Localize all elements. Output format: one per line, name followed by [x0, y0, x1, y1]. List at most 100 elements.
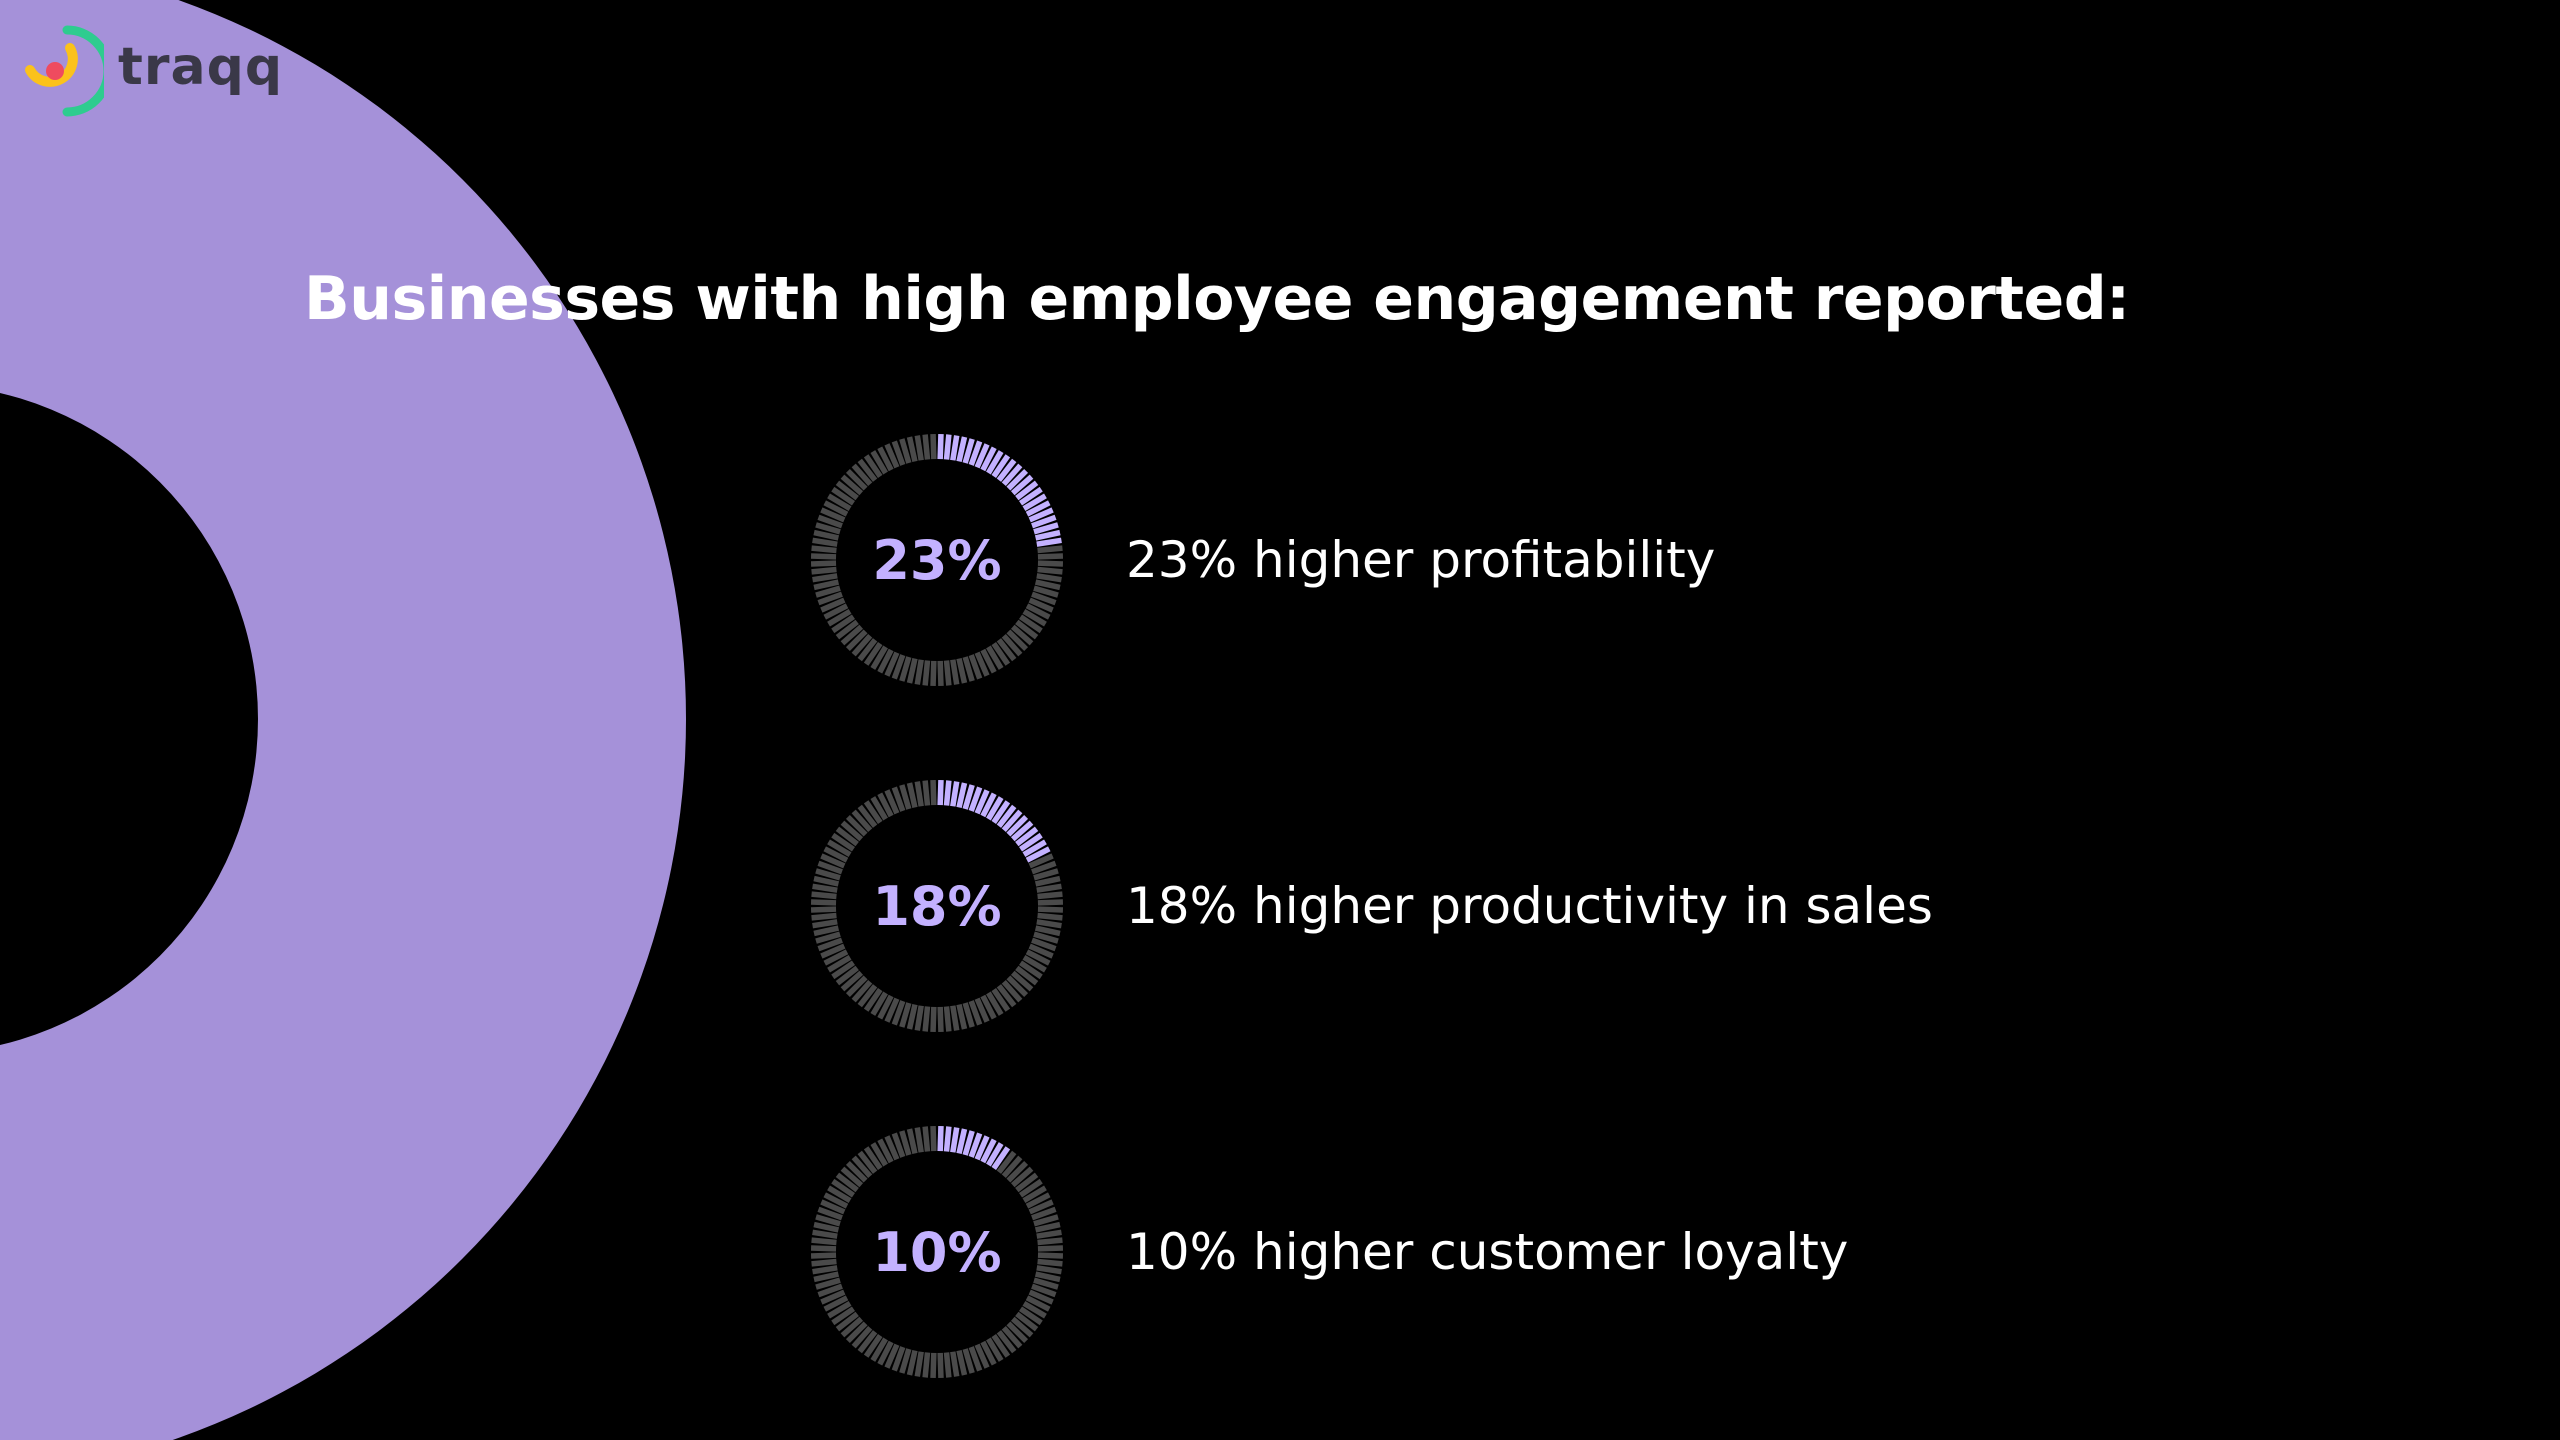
gauge-tick-empty — [811, 566, 837, 575]
gauge-tick-empty — [1031, 937, 1057, 952]
gauge-tick-empty — [820, 597, 846, 613]
gauge-tick-empty — [1034, 1221, 1061, 1233]
gauge-tick-empty — [1037, 545, 1063, 554]
gauge-tick-empty — [914, 1127, 924, 1153]
gauge-tick-empty — [986, 645, 1004, 670]
gauge-tick-empty — [1006, 629, 1029, 652]
gauge-tick-empty — [845, 629, 868, 652]
gauge-tick-empty — [996, 638, 1017, 662]
gauge-tick-filled — [962, 784, 975, 810]
gauge-tick-filled — [937, 433, 944, 460]
gauge-tick-filled — [1010, 820, 1034, 842]
gauge-tick-empty — [813, 875, 840, 887]
gauge-tick-empty — [980, 648, 997, 674]
stat-percent: 23% — [872, 528, 1002, 592]
gauge-tick-empty — [827, 955, 852, 973]
gauge-tick-filled — [962, 438, 975, 464]
gauge-tick-empty — [1010, 1316, 1034, 1338]
gauge-tick-empty — [831, 960, 856, 980]
gauge-tick-empty — [884, 1343, 900, 1369]
gauge-tick-empty — [877, 1138, 894, 1164]
gauge-tick-empty — [1006, 1321, 1029, 1344]
gauge-tick-empty — [831, 614, 856, 634]
gauge-tick-empty — [851, 979, 873, 1003]
gauge-tick-empty — [891, 1346, 906, 1372]
stat-description: 18% higher productivity in sales — [1126, 877, 1933, 935]
gauge-tick-empty — [1025, 603, 1051, 620]
gauge-tick-filled — [937, 1125, 944, 1152]
gauge-tick-empty — [906, 1128, 918, 1155]
gauge-tick-filled — [968, 1132, 983, 1158]
gauge-tick-empty — [914, 781, 924, 807]
gauge-tick-empty — [857, 1150, 878, 1174]
gauge-tick-empty — [820, 943, 846, 959]
gauge-tick-empty — [835, 965, 859, 986]
traqq-logo-icon — [25, 25, 104, 117]
gauge-tick-empty — [937, 1006, 944, 1033]
gauge-tick-empty — [1022, 1301, 1047, 1319]
gauge-tick-empty — [845, 468, 868, 491]
gauge-tick-empty — [1018, 960, 1043, 980]
gauge-tick-filled — [1006, 814, 1029, 837]
gauge-tick-empty — [812, 883, 838, 893]
gauge-tick-empty — [974, 651, 990, 677]
gauge-tick-empty — [810, 1245, 837, 1252]
gauge-tick-empty — [1033, 868, 1059, 881]
gauge-tick-empty — [877, 792, 894, 818]
gauge-tick-empty — [943, 660, 952, 686]
gauge-tick-filled — [1006, 468, 1029, 491]
stat-item: 23% 23% higher profitability — [810, 430, 2410, 690]
gauge-tick-empty — [1001, 979, 1023, 1003]
gauge-tick-filled — [1015, 826, 1039, 847]
gauge-tick-empty — [906, 1003, 918, 1030]
gauge-tick-filled — [980, 792, 997, 818]
gauge-tick-empty — [810, 899, 837, 906]
gauge-tick-empty — [817, 1206, 843, 1221]
gauge-tick-empty — [817, 1283, 843, 1298]
gauge-tick-empty — [823, 846, 849, 863]
gauge-tick-filled — [962, 1130, 975, 1156]
gauge-tick-filled — [1033, 522, 1059, 535]
gauge-tick-empty — [1025, 949, 1051, 966]
gauge-tick-empty — [820, 853, 846, 869]
gauge-tick-filled — [1001, 463, 1023, 487]
gauge-tick-empty — [899, 1348, 912, 1374]
gauge-tick-empty — [968, 654, 983, 680]
gauge-tick-empty — [1037, 899, 1064, 906]
gauge-tick-empty — [891, 1132, 906, 1158]
gauge-tick-empty — [956, 1349, 968, 1376]
gauge-tick-empty — [1010, 1166, 1034, 1188]
gauge-tick-empty — [937, 660, 944, 687]
gauge-tick-empty — [820, 507, 846, 523]
gauge-tick-empty — [810, 553, 837, 560]
gauge-tick-empty — [1018, 614, 1043, 634]
gauge-tick-empty — [840, 820, 864, 842]
gauge-tick-filled — [937, 779, 944, 806]
gauge-tick-filled — [1036, 537, 1062, 547]
gauge-tick-empty — [914, 1351, 924, 1377]
gauge-tick-filled — [991, 800, 1011, 825]
gauge-tick-empty — [1015, 1172, 1039, 1193]
gauge-tick-filled — [996, 458, 1017, 482]
gauge-tick-empty — [943, 1006, 952, 1032]
gauge-tick-empty — [827, 839, 852, 857]
gauge-tick-empty — [831, 832, 856, 852]
gauge-tick-empty — [851, 1155, 873, 1179]
gauge-tick-empty — [884, 997, 900, 1023]
gauge-tick-empty — [1036, 1265, 1062, 1275]
gauge-tick-empty — [812, 919, 838, 929]
gauge-tick-empty — [996, 1150, 1017, 1174]
gauge-tick-empty — [811, 1237, 837, 1246]
gauge-tick-empty — [906, 1349, 918, 1376]
gauge-tick-empty — [820, 1199, 846, 1215]
gauge-tick-empty — [835, 480, 859, 501]
progress-ring — [810, 779, 1064, 1033]
gauge-tick-empty — [1037, 553, 1064, 560]
gauge-tick-filled — [950, 1127, 960, 1153]
gauge-tick-empty — [962, 1002, 975, 1028]
gauge-tick-filled — [1025, 500, 1051, 517]
gauge-tick-filled — [956, 436, 968, 463]
gauge-tick-empty — [857, 1330, 878, 1354]
gauge-tick-filled — [968, 440, 983, 466]
gauge-tick-empty — [813, 579, 840, 591]
